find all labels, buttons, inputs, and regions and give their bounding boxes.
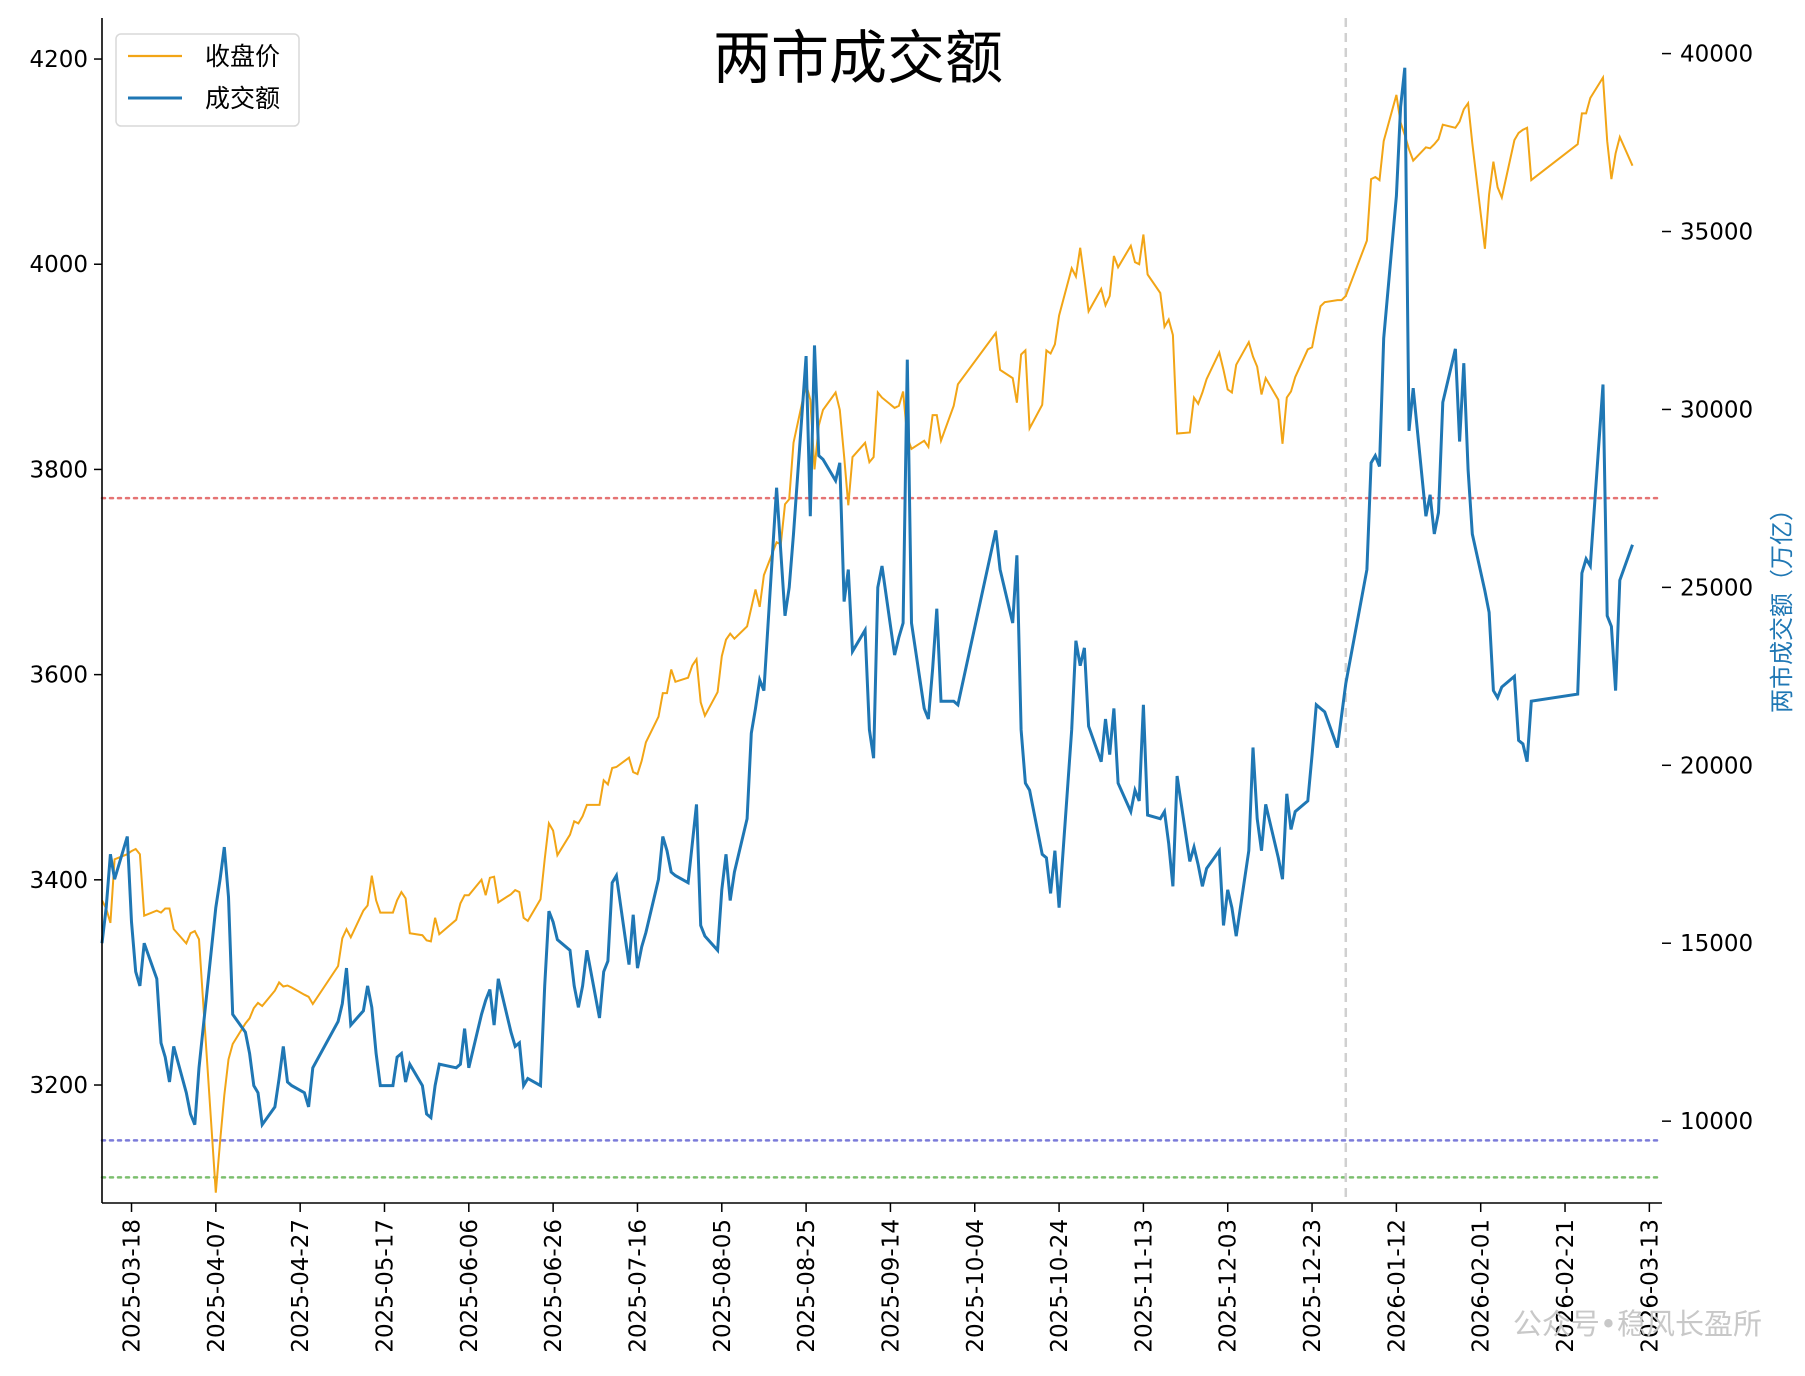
x-tick-label: 2025-06-26 [541,1219,567,1353]
watermark: 公众号•稳风长盈所 [1513,1307,1762,1341]
right-tick-label: 35000 [1680,220,1753,246]
x-tick-label: 2025-04-27 [288,1219,314,1353]
x-axis-ticks: 2025-03-18 2025-04-07 2025-04-27 2025-05-17… [120,1203,1663,1353]
right-tick-label: 10000 [1680,1109,1753,1135]
left-tick-label: 4200 [29,47,88,73]
x-tick-label: 2025-12-03 [1216,1219,1242,1353]
legend-label-close: 收盘价 [205,42,280,71]
left-tick-label: 3800 [29,457,88,483]
x-tick-label: 2025-08-05 [710,1219,736,1353]
left-axis-ticks: 3200 3400 3600 3800 4000 4200 [29,47,102,1099]
x-tick-label: 2025-08-25 [794,1219,820,1353]
right-tick-label: 25000 [1680,575,1753,601]
right-tick-label: 40000 [1680,42,1753,68]
right-axis-label: 两市成交额（万亿） [1768,497,1796,713]
close-price-line [101,74,1634,1193]
legend: 收盘价 成交额 [115,33,300,127]
x-tick-label: 2026-02-01 [1469,1219,1495,1353]
x-tick-label: 2025-10-04 [963,1219,989,1353]
chart-title: 两市成交额 [713,24,1003,92]
x-tick-label: 2025-11-13 [1131,1219,1157,1353]
left-tick-label: 4000 [29,252,88,278]
x-tick-label: 2025-04-07 [204,1219,230,1353]
reference-lines [100,496,1664,1179]
x-tick-label: 2025-05-17 [372,1219,398,1353]
right-tick-label: 20000 [1680,753,1753,779]
x-tick-label: 2026-02-21 [1553,1219,1579,1353]
volume-line [100,67,1634,1129]
x-tick-label: 2025-03-18 [120,1219,146,1353]
right-tick-label: 30000 [1680,397,1753,423]
right-tick-label: 15000 [1680,931,1753,957]
x-tick-label: 2025-10-24 [1047,1219,1073,1353]
x-tick-label: 2025-09-14 [878,1219,904,1353]
left-tick-label: 3600 [29,663,88,689]
x-tick-label: 2025-06-06 [457,1219,483,1353]
x-tick-label: 2026-01-12 [1384,1219,1410,1353]
x-tick-label: 2026-03-13 [1637,1219,1663,1353]
left-tick-label: 3400 [29,868,88,894]
x-tick-label: 2025-07-16 [625,1219,651,1353]
legend-label-volume: 成交额 [205,84,280,113]
left-tick-label: 3200 [29,1073,88,1099]
x-tick-label: 2025-12-23 [1300,1219,1326,1353]
right-axis-ticks: 10000 15000 20000 25000 30000 35000 40000 [1662,42,1753,1135]
